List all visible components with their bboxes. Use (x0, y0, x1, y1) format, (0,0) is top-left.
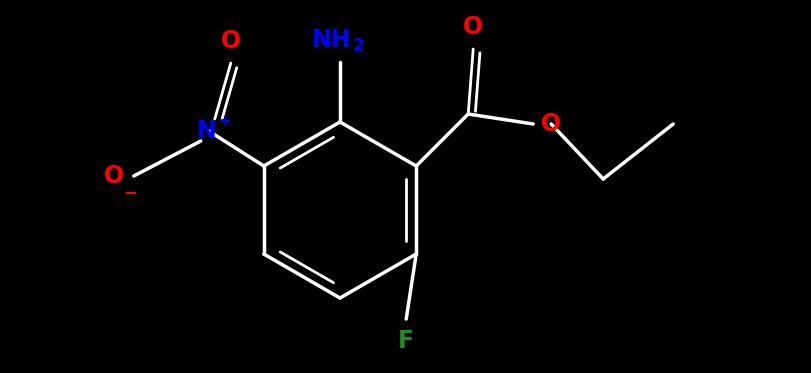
Text: O: O (221, 29, 241, 53)
Text: +: + (218, 113, 231, 129)
Text: 2: 2 (352, 37, 363, 55)
Text: −: − (122, 183, 136, 201)
Text: NH: NH (312, 28, 351, 52)
Text: O: O (540, 112, 560, 136)
Text: O: O (462, 15, 483, 39)
Text: O: O (104, 164, 124, 188)
Text: N: N (197, 119, 217, 143)
Text: F: F (397, 329, 414, 353)
